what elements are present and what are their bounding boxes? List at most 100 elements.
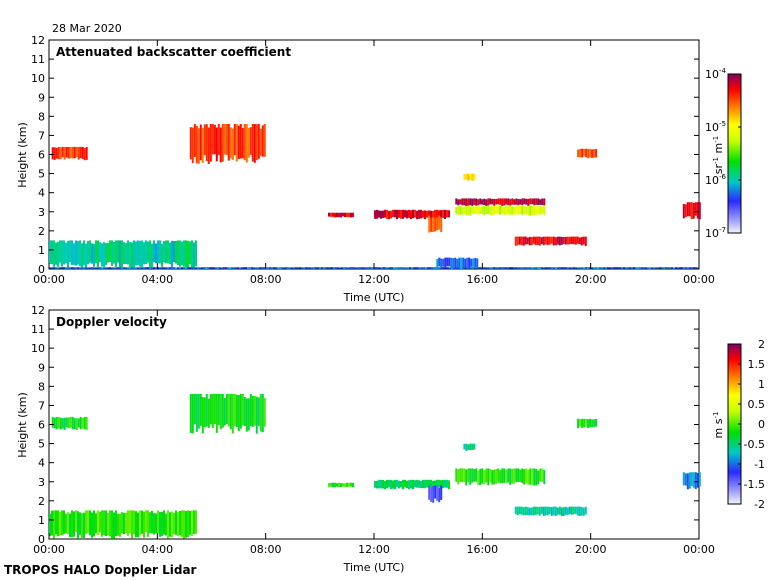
- echo-column: [549, 267, 551, 269]
- echo-column: [241, 127, 244, 159]
- echo-column: [415, 267, 417, 269]
- echo-column: [195, 510, 197, 534]
- echo-column: [165, 513, 167, 536]
- echo-column: [414, 480, 416, 488]
- echo-column: [211, 124, 214, 155]
- echo-column: [691, 267, 693, 269]
- echo-column: [548, 236, 551, 245]
- echo-column: [551, 267, 553, 269]
- echo-column: [199, 124, 202, 161]
- echo-column: [85, 267, 87, 269]
- echo-column: [183, 267, 185, 269]
- echo-column: [357, 267, 359, 269]
- echo-column: [255, 396, 258, 434]
- doppler-title: Doppler velocity: [56, 315, 167, 329]
- echo-column: [591, 267, 593, 269]
- echo-column: [65, 513, 67, 534]
- echo-column: [613, 267, 615, 269]
- echo-column: [432, 480, 434, 490]
- echo-column: [119, 513, 121, 537]
- echo-column: [643, 267, 645, 269]
- echo-column: [53, 147, 56, 160]
- echo-column: [213, 394, 216, 425]
- echo-layer-12h: [374, 479, 450, 490]
- echo-column: [465, 198, 468, 206]
- colorbar-tick-label: -2: [754, 498, 765, 511]
- echo-column: [406, 210, 408, 219]
- echo-column: [509, 267, 511, 269]
- echo-column: [85, 416, 88, 430]
- echo-column: [398, 209, 400, 218]
- echo-column: [416, 210, 418, 220]
- echo-column: [527, 267, 529, 269]
- echo-column: [535, 468, 538, 486]
- echo-column: [73, 418, 76, 430]
- echo-column: [573, 267, 575, 269]
- echo-column: [409, 267, 411, 269]
- echo-column: [93, 267, 95, 269]
- echo-column: [51, 416, 54, 428]
- echo-column: [328, 483, 330, 488]
- echo-column: [313, 267, 315, 269]
- echo-column: [159, 512, 161, 537]
- echo-column: [125, 243, 127, 264]
- echo-column: [133, 510, 135, 535]
- echo-column: [61, 146, 64, 158]
- echo-fall-14h: [428, 215, 443, 233]
- echo-column: [454, 257, 457, 269]
- echo-column: [93, 510, 95, 537]
- echo-column: [197, 128, 200, 164]
- echo-column: [513, 207, 516, 215]
- echo-column: [185, 511, 187, 538]
- echo-column: [497, 468, 500, 483]
- echo-column: [63, 417, 66, 430]
- echo-column: [401, 267, 403, 269]
- colorbar-tick-label: -0.5: [744, 438, 765, 451]
- x-tick-label: 08:00: [250, 273, 282, 286]
- echo-column: [507, 267, 509, 269]
- echo-column: [375, 267, 377, 269]
- echo-column: [127, 240, 129, 265]
- echo-column: [159, 240, 161, 264]
- backscatter-title: Attenuated backscatter coefficient: [56, 45, 291, 59]
- echo-column: [227, 124, 230, 161]
- echo-column: [505, 469, 508, 483]
- echo-column: [428, 479, 430, 488]
- echo-column: [295, 267, 297, 269]
- echo-column: [245, 124, 248, 163]
- echo-column: [223, 267, 225, 269]
- echo-column: [217, 124, 220, 156]
- echo-column: [452, 258, 455, 269]
- echo-column: [59, 147, 62, 160]
- echo-column: [77, 146, 80, 160]
- echo-column: [472, 258, 475, 269]
- echo-column: [583, 148, 586, 157]
- echo-column: [457, 206, 460, 215]
- echo-column: [435, 267, 437, 269]
- echo-column: [227, 394, 230, 427]
- echo-column: [565, 267, 567, 269]
- echo-column: [407, 267, 409, 269]
- echo-cloud-15h: [463, 173, 476, 181]
- colorbar-tick-label: 10-4: [705, 67, 727, 81]
- echo-column: [467, 198, 470, 206]
- echo-column: [161, 267, 163, 269]
- y-tick-label: 11: [31, 53, 45, 66]
- echo-column: [107, 513, 109, 536]
- echo-column: [475, 198, 478, 206]
- echo-column: [432, 486, 435, 503]
- echo-column: [499, 470, 502, 483]
- echo-column: [430, 479, 432, 488]
- echo-column: [519, 199, 522, 205]
- echo-column: [151, 243, 153, 268]
- echo-column: [207, 398, 210, 428]
- echo-column: [340, 212, 342, 218]
- echo-column: [277, 267, 279, 269]
- echo-column: [682, 472, 685, 486]
- echo-column: [535, 206, 538, 216]
- echo-column: [537, 470, 540, 485]
- echo-column: [57, 267, 59, 269]
- echo-column: [81, 418, 84, 429]
- echo-column: [161, 511, 163, 537]
